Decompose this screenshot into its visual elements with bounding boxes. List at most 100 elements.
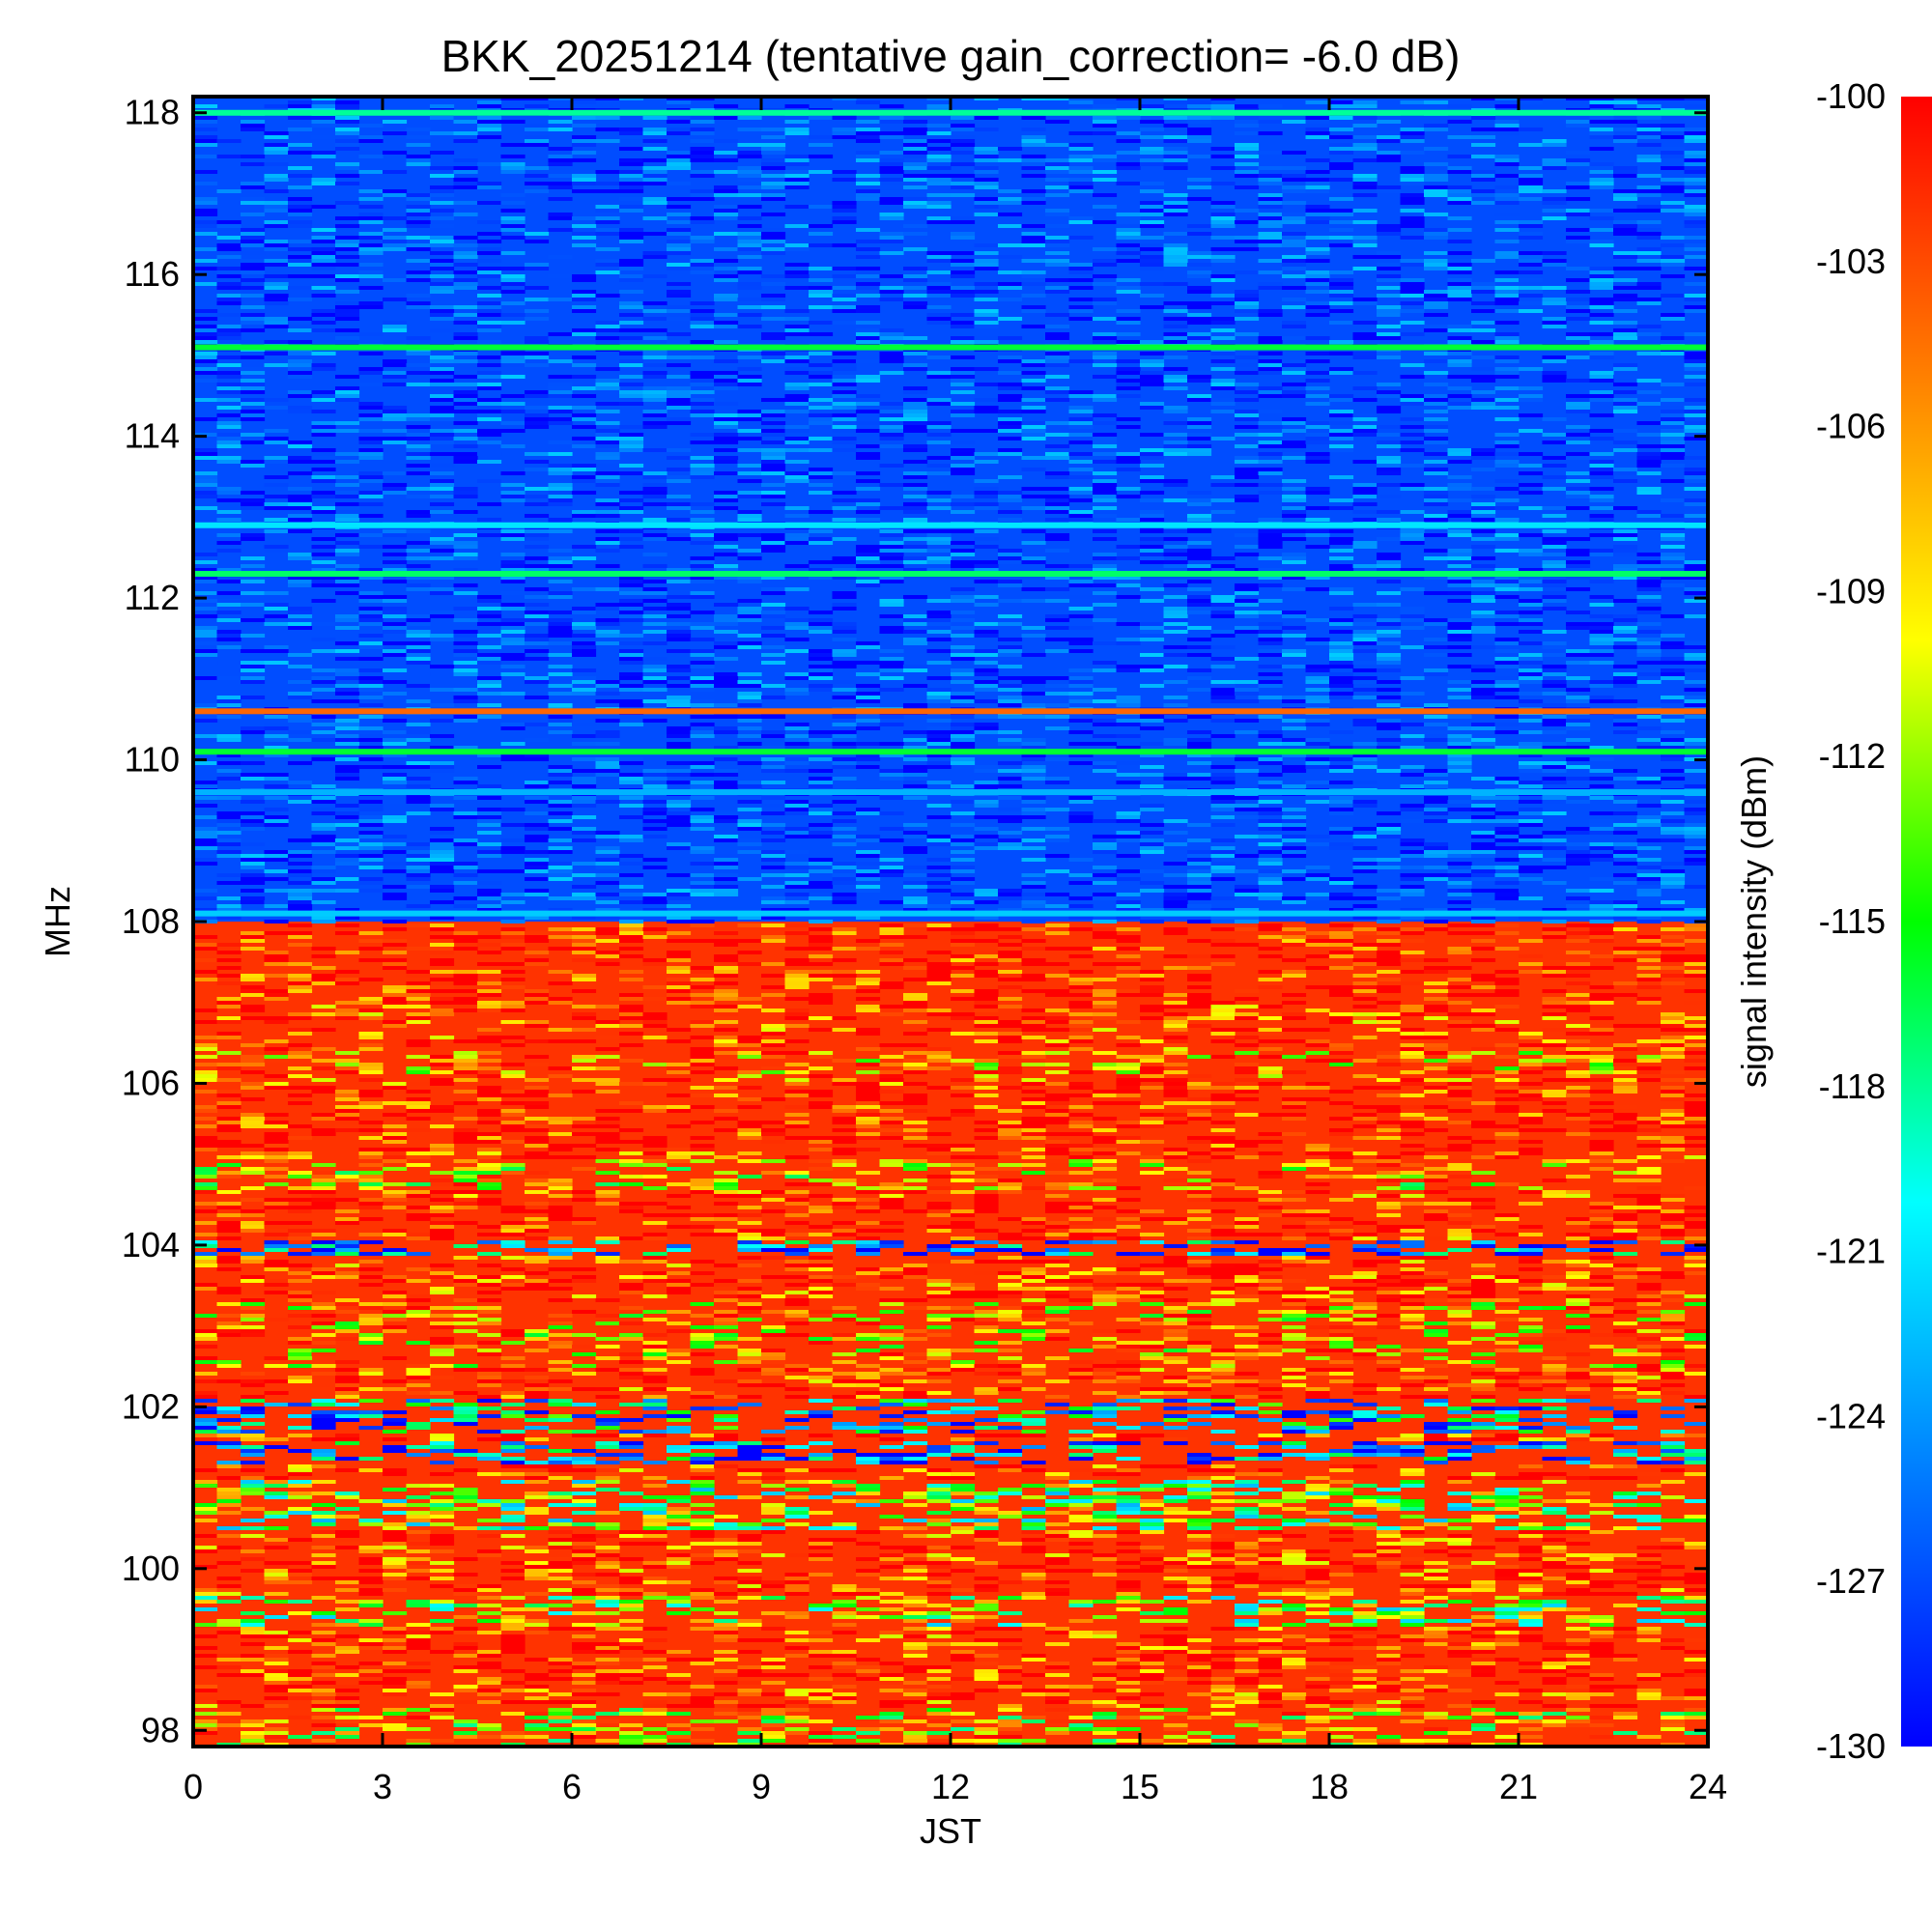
heatmap-cell [288, 738, 313, 742]
heatmap-cell [1566, 336, 1591, 340]
heatmap-cell [1163, 611, 1188, 614]
heatmap-cell [335, 773, 360, 777]
heatmap-cell [879, 151, 904, 155]
heatmap-cell [358, 746, 384, 750]
heatmap-cell [1163, 553, 1188, 556]
heatmap-cell [1400, 321, 1425, 325]
heatmap-cell [335, 688, 360, 692]
heatmap-cell [1258, 178, 1283, 182]
heatmap-cell [1424, 267, 1449, 270]
heatmap-cell [383, 719, 408, 723]
heatmap-cell [1400, 170, 1425, 174]
heatmap-cell [1494, 696, 1520, 699]
heatmap-cell [1329, 692, 1354, 696]
heatmap-cell [1068, 178, 1094, 182]
heatmap-cell [737, 429, 762, 433]
heatmap-cell [1093, 514, 1118, 518]
heatmap-cell [856, 100, 881, 104]
heatmap-cell [1235, 294, 1260, 298]
heatmap-cell [406, 274, 431, 278]
heatmap-cell [737, 684, 762, 688]
heatmap-cell [998, 696, 1023, 699]
heatmap-cell [856, 120, 881, 124]
heatmap-cell [642, 375, 668, 379]
heatmap-cell [525, 502, 550, 506]
heatmap-cell [1613, 769, 1638, 773]
heatmap-cell [311, 583, 336, 587]
heatmap-cell [1282, 765, 1307, 769]
heatmap-cell [1494, 576, 1520, 580]
heatmap-cell [241, 506, 266, 510]
heatmap-cell [809, 448, 834, 452]
heatmap-cell [1163, 580, 1188, 583]
heatmap-cell [667, 267, 692, 270]
heatmap-cell [1471, 155, 1496, 158]
heatmap-cell [1519, 491, 1544, 495]
heatmap-cell [1494, 487, 1520, 491]
heatmap-cell [1140, 553, 1165, 556]
heatmap-cell [903, 166, 928, 170]
heatmap-cell [1661, 274, 1686, 278]
heatmap-cell [1305, 440, 1330, 444]
heatmap-cell [974, 634, 999, 638]
heatmap-cell [1258, 236, 1283, 240]
heatmap-cell [383, 692, 408, 696]
heatmap-cell [548, 298, 573, 301]
heatmap-cell [1045, 506, 1070, 510]
heatmap-cell [1613, 406, 1638, 410]
heatmap-cell [784, 514, 810, 518]
heatmap-cell [1400, 278, 1425, 282]
heatmap-cell [572, 417, 597, 421]
heatmap-cell [619, 587, 644, 591]
heatmap-cell [1494, 479, 1520, 483]
heatmap-cell [1116, 696, 1141, 699]
heatmap-cell [1613, 197, 1638, 201]
heatmap-cell [1140, 498, 1165, 502]
heatmap-cell [903, 529, 928, 533]
heatmap-cell [809, 383, 834, 386]
heatmap-cell [500, 591, 526, 595]
heatmap-cell [879, 201, 904, 205]
heatmap-cell [714, 417, 739, 421]
heatmap-cell [406, 209, 431, 213]
heatmap-cell [1613, 468, 1638, 471]
heatmap-cell [1519, 189, 1544, 193]
heatmap-cell [784, 367, 810, 371]
heatmap-cell [1187, 232, 1212, 236]
heatmap-cell [335, 742, 360, 746]
heatmap-cell [1519, 232, 1544, 236]
heatmap-cell [406, 730, 431, 734]
heatmap-cell [832, 367, 857, 371]
heatmap-cell [974, 730, 999, 734]
heatmap-cell [1519, 761, 1544, 765]
heatmap-cell [1163, 645, 1188, 649]
heatmap-cell [453, 696, 478, 699]
heatmap-cell [241, 243, 266, 247]
heatmap-cell [690, 301, 715, 305]
heatmap-cell [974, 321, 999, 325]
heatmap-cell [1589, 352, 1614, 355]
heatmap-cell [1116, 781, 1141, 784]
heatmap-cell [1566, 440, 1591, 444]
heatmap-cell [619, 189, 644, 193]
heatmap-cell [761, 336, 786, 340]
heatmap-cell [430, 104, 455, 108]
heatmap-cell [1021, 456, 1046, 460]
heatmap-cell [548, 471, 573, 475]
heatmap-cell [974, 243, 999, 247]
heatmap-cell [1566, 213, 1591, 216]
heatmap-cell [1589, 100, 1614, 104]
heatmap-cell [1068, 498, 1094, 502]
heatmap-cell [1068, 267, 1094, 270]
heatmap-cell [216, 224, 242, 228]
heatmap-cell [1684, 128, 1708, 131]
heatmap-cell [288, 185, 313, 189]
heatmap-cell [1494, 498, 1520, 502]
heatmap-cell [1140, 684, 1165, 688]
heatmap-cell [1116, 131, 1141, 135]
heatmap-cell [1116, 332, 1141, 336]
heatmap-cell [335, 274, 360, 278]
heatmap-cell [667, 529, 692, 533]
heatmap-cell [1589, 595, 1614, 599]
heatmap-cell [974, 182, 999, 185]
